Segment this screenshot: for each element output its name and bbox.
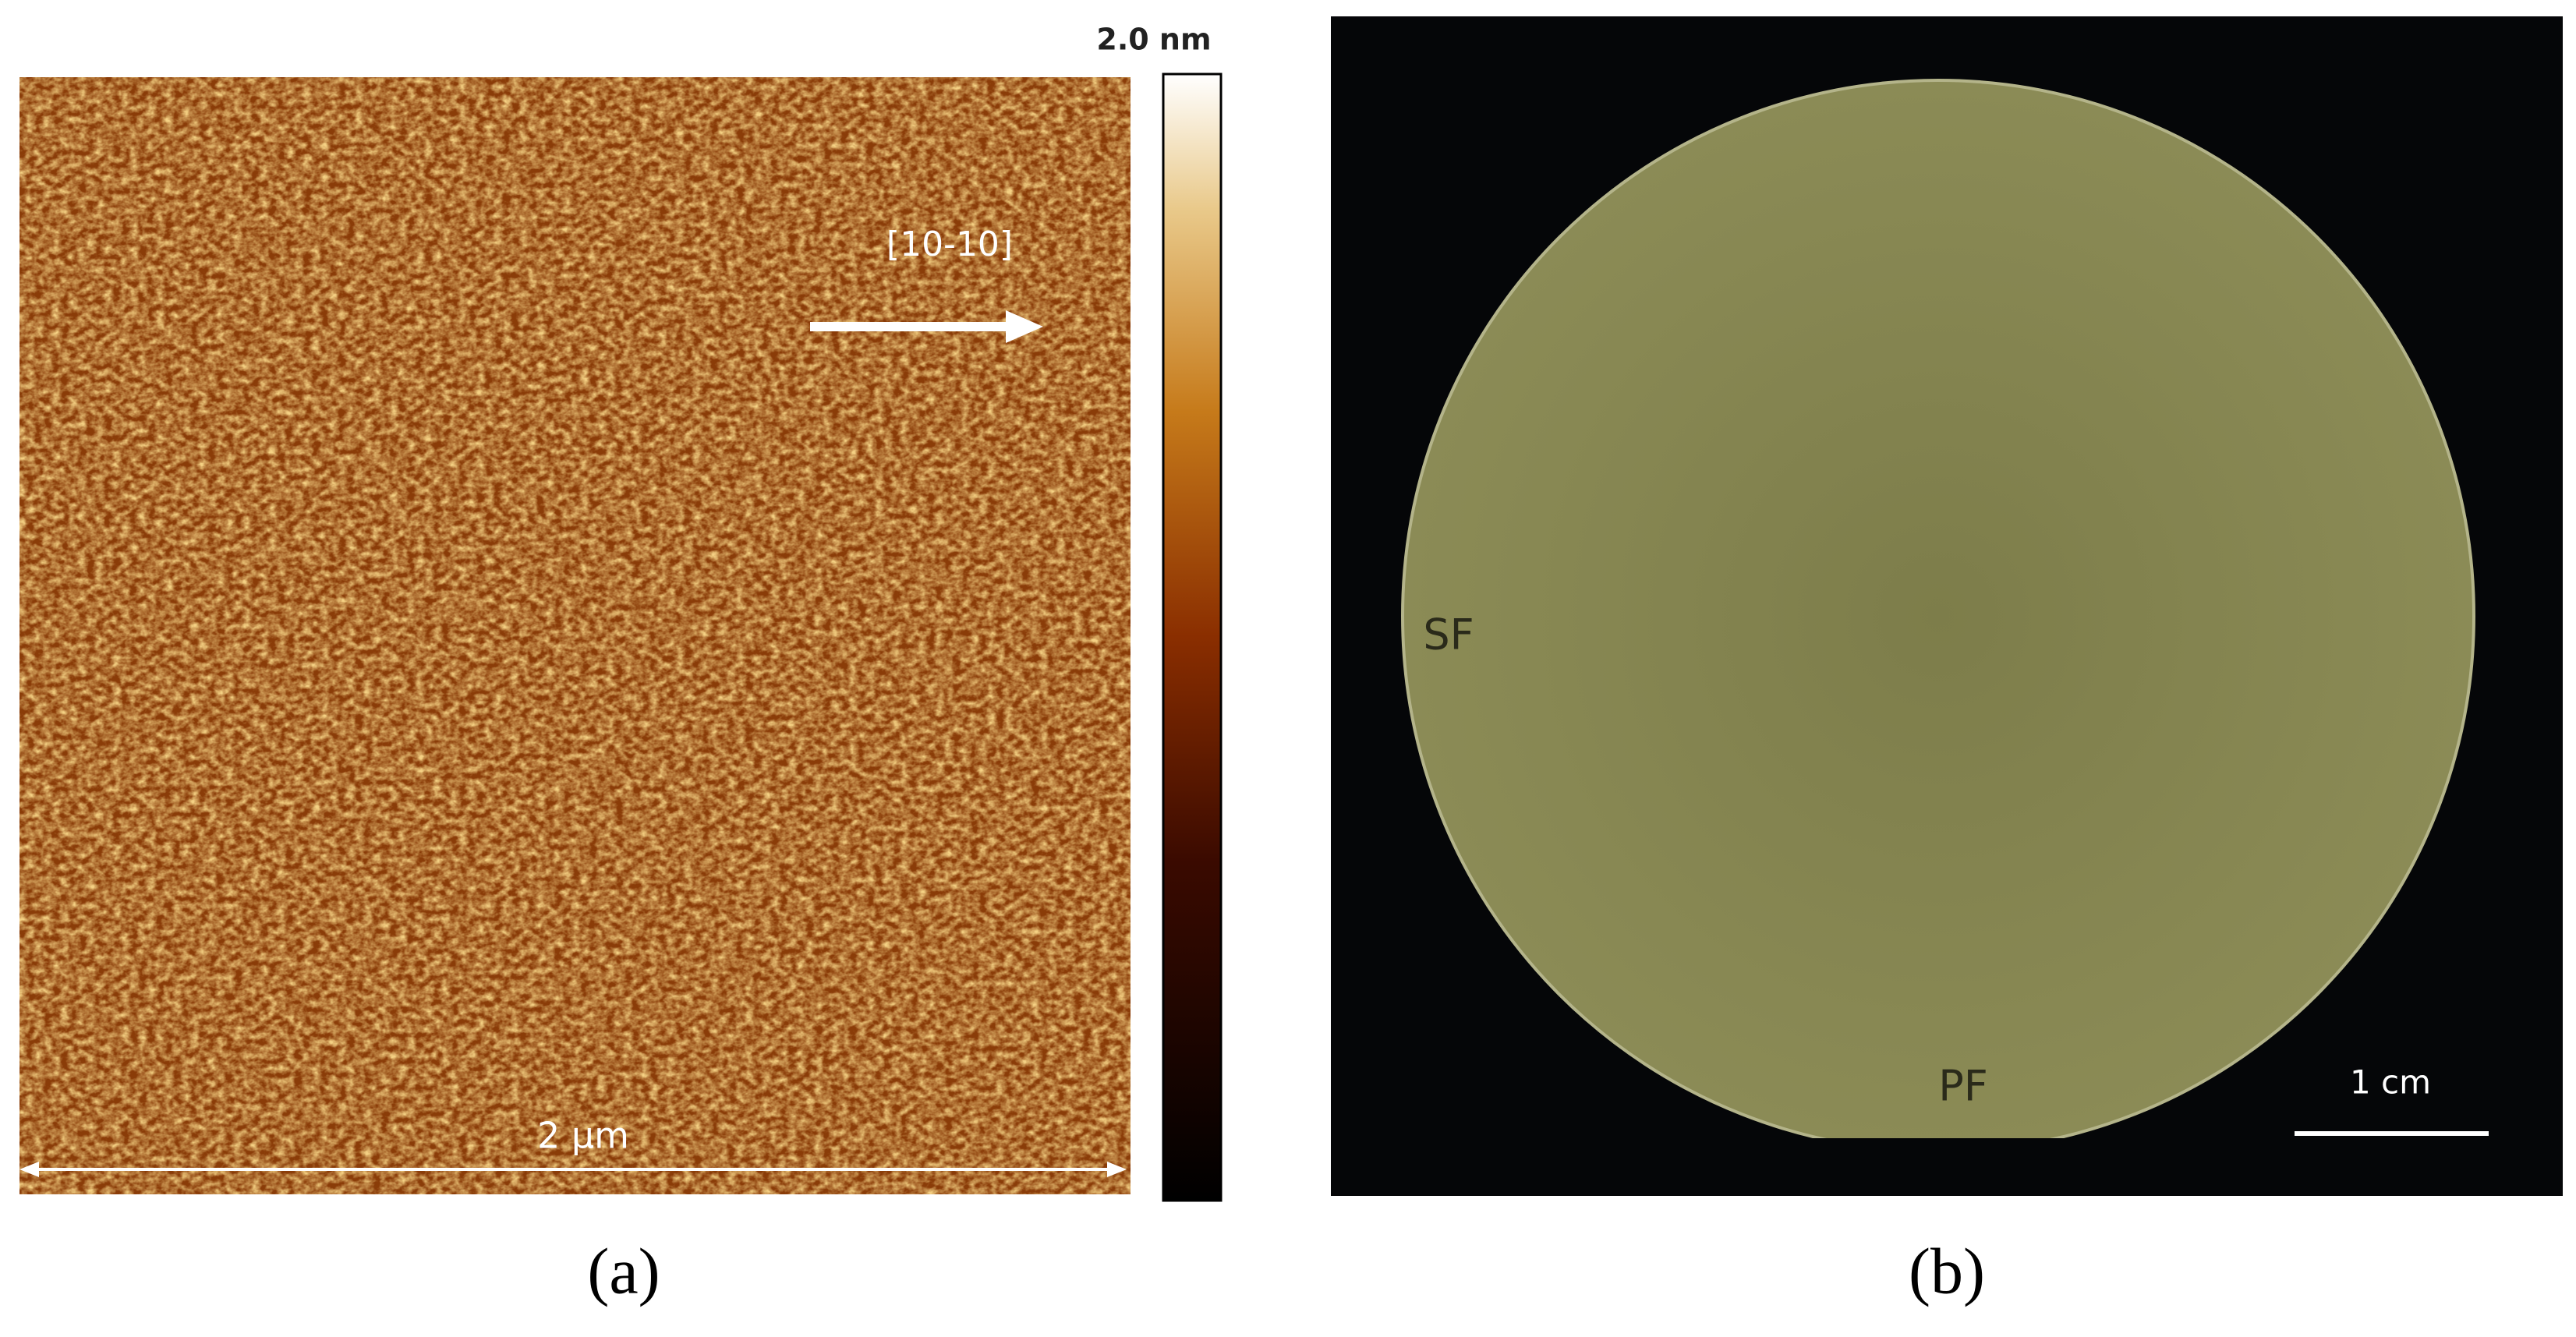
afm-texture — [19, 77, 1131, 1194]
caption: (b) — [1909, 1235, 1985, 1307]
wafer — [1401, 79, 2475, 1138]
scale-arrowhead — [1107, 1162, 1127, 1177]
pf-label: PF — [1938, 1062, 1988, 1111]
sf-label: SF — [1423, 610, 1474, 660]
scale-arrowhead — [19, 1162, 39, 1177]
scale-label: 2 µm — [537, 1115, 629, 1157]
scale-label: 1 cm — [2350, 1063, 2431, 1102]
colorbar-label: 2.0 nm — [1096, 23, 1211, 57]
direction-label: [10-10] — [886, 225, 1013, 264]
caption: (a) — [587, 1235, 660, 1307]
colorbar — [1162, 73, 1223, 1202]
direction-arrowhead — [1006, 310, 1043, 343]
